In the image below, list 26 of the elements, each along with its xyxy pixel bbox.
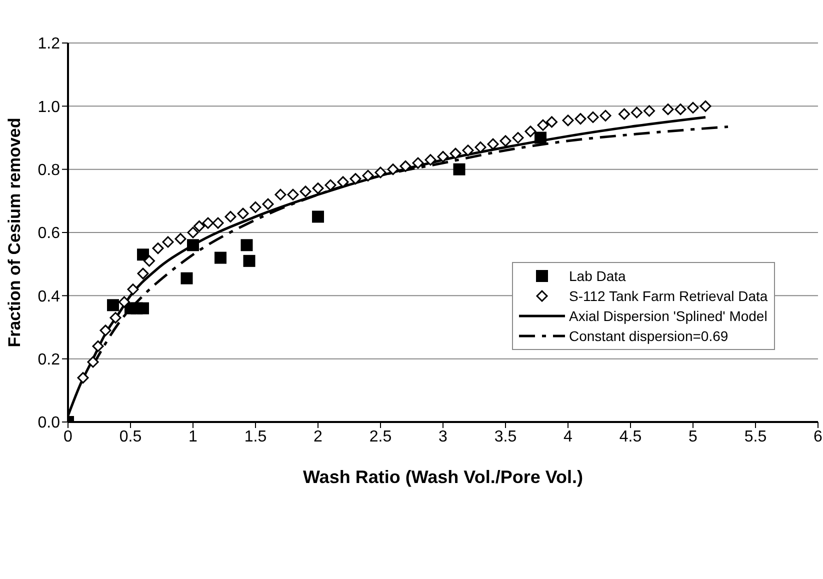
x-tick-label: 5 bbox=[688, 428, 698, 446]
y-tick-label: 0.2 bbox=[38, 352, 60, 369]
x-tick-label: 3 bbox=[438, 428, 448, 446]
x-tick-label: 5.5 bbox=[744, 428, 767, 446]
y-tick-label: 1.0 bbox=[38, 98, 60, 116]
y-tick-label: 0.8 bbox=[38, 162, 60, 180]
x-tick-label: 2.5 bbox=[369, 428, 392, 446]
y-tick-label: 0.6 bbox=[38, 225, 60, 242]
y-axis-title: Fraction of Cesium removed bbox=[5, 118, 24, 348]
x-tick-label: 2 bbox=[314, 428, 323, 446]
legend-label: S-112 Tank Farm Retrieval Data bbox=[569, 287, 768, 306]
x-tick-label: 4 bbox=[564, 428, 573, 446]
x-tick-label: 1 bbox=[188, 428, 198, 446]
y-tick-label: 0.0 bbox=[38, 414, 60, 432]
legend-label: Constant dispersion=0.69 bbox=[569, 327, 728, 346]
x-tick-label: 6 bbox=[814, 428, 823, 446]
y-tick-label: 0.4 bbox=[38, 288, 60, 306]
y-tick-label: 1.2 bbox=[38, 36, 60, 53]
x-axis-title: Wash Ratio (Wash Vol./Pore Vol.) bbox=[302, 467, 584, 487]
x-tick-label: 3.5 bbox=[494, 428, 517, 446]
legend-label: Lab Data bbox=[569, 267, 626, 286]
x-tick-label: 0.5 bbox=[119, 428, 142, 446]
x-tick-label: 1.5 bbox=[244, 428, 267, 446]
legend-label: Axial Dispersion 'Splined' Model bbox=[569, 307, 768, 326]
x-tick-label: 0 bbox=[64, 428, 73, 446]
x-tick-label: 4.5 bbox=[619, 428, 642, 446]
